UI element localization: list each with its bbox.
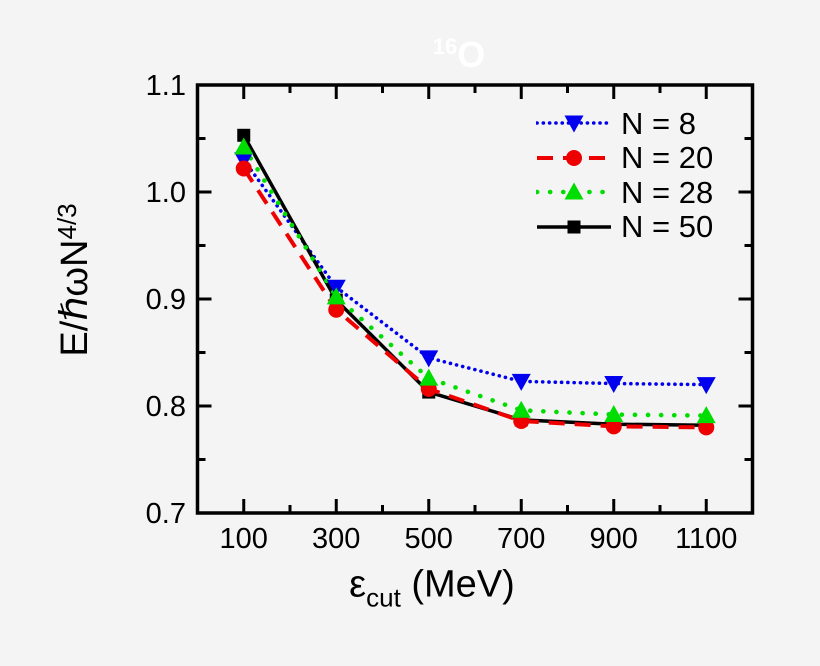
- data-point-marker: [235, 160, 252, 177]
- y-axis-label-pre: E/: [54, 320, 96, 357]
- hbar-symbol: ℏ: [52, 296, 96, 321]
- x-tick-label: 700: [497, 523, 545, 555]
- data-point-marker: [328, 301, 345, 318]
- legend-label: N = 8: [621, 105, 696, 141]
- data-point-marker: [511, 373, 531, 391]
- legend-sample-square-icon: [537, 220, 611, 234]
- y-tick-label: 1.0: [146, 177, 186, 209]
- y-axis-label: E/ℏωN4/3: [52, 203, 96, 357]
- chart-title: 16O: [433, 36, 486, 73]
- legend-item-3: N = 28: [536, 175, 713, 210]
- data-point-marker: [566, 149, 582, 166]
- data-point-marker: [604, 376, 624, 394]
- legend-sample-circle-icon: [537, 149, 611, 166]
- y-axis-label-exponent: 4/3: [52, 203, 82, 240]
- y-tick-label: 0.7: [146, 498, 186, 530]
- legend-item-4: N = 50: [536, 210, 713, 245]
- x-tick-label: 300: [312, 523, 360, 555]
- y-tick-label: 1.1: [146, 70, 186, 102]
- legend-label: N = 20: [621, 140, 714, 176]
- data-point-marker: [234, 137, 254, 155]
- title-mass-number: 16: [432, 34, 458, 59]
- legend-item-1: N = 8: [536, 106, 713, 141]
- x-tick-label: 500: [405, 523, 453, 555]
- x-axis-label-subscript: cut: [366, 582, 401, 613]
- data-point-marker: [419, 350, 439, 368]
- x-axis-label: εcut (MeV): [349, 566, 515, 611]
- y-tick-label: 0.8: [146, 391, 186, 423]
- data-point-marker: [604, 405, 624, 423]
- data-point-marker: [564, 182, 584, 200]
- legend-sample-triangle-down-icon: [536, 115, 612, 133]
- title-element: O: [457, 34, 486, 75]
- series-line-N=8: [241, 158, 709, 387]
- data-point-marker: [511, 400, 531, 418]
- y-axis-label-mid: ωN: [54, 239, 96, 297]
- data-point-marker: [237, 128, 251, 142]
- data-point-marker: [419, 368, 439, 386]
- x-axis-label-unit: (MeV): [400, 563, 515, 606]
- legend-label: N = 50: [621, 209, 714, 245]
- data-point-marker: [605, 418, 622, 435]
- series-line-N=20: [242, 167, 707, 430]
- data-point-marker: [698, 419, 715, 436]
- data-point-marker: [567, 220, 581, 234]
- x-tick-label: 1100: [675, 523, 737, 555]
- legend-sample-triangle-up-icon: [536, 182, 612, 200]
- data-point-marker: [326, 287, 346, 305]
- epsilon-symbol: ε: [349, 563, 367, 606]
- legend-item-2: N = 20: [536, 141, 713, 176]
- data-point-marker: [696, 406, 716, 424]
- x-tick-label: 900: [590, 523, 638, 555]
- legend-label: N = 28: [621, 174, 714, 210]
- y-tick-label: 0.9: [146, 284, 186, 316]
- data-point-marker: [696, 377, 716, 395]
- x-tick-label: 100: [220, 523, 268, 555]
- data-point-marker: [564, 115, 584, 133]
